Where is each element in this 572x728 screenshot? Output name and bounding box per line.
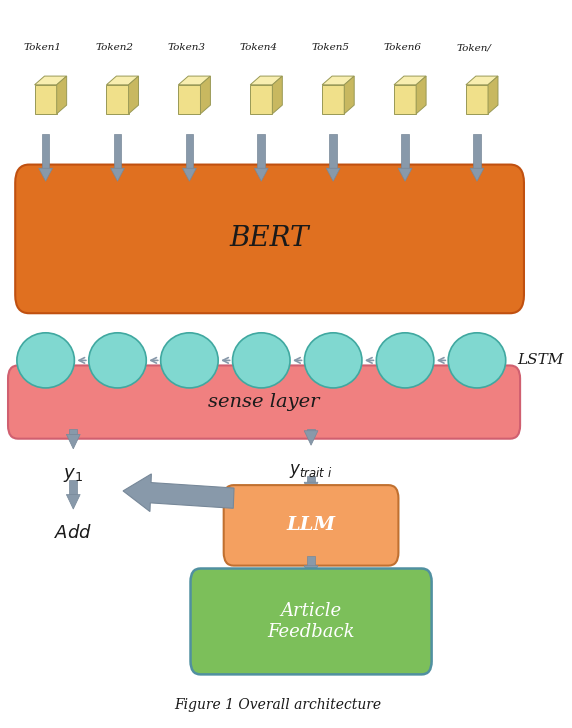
Polygon shape xyxy=(42,134,49,168)
Ellipse shape xyxy=(304,333,362,388)
Text: LSTM: LSTM xyxy=(517,353,563,368)
Text: $Add$: $Add$ xyxy=(54,523,92,542)
Polygon shape xyxy=(106,84,129,114)
Text: $y_1$: $y_1$ xyxy=(63,465,84,483)
Polygon shape xyxy=(185,134,193,168)
Polygon shape xyxy=(344,76,354,114)
Ellipse shape xyxy=(161,333,218,388)
Polygon shape xyxy=(129,76,138,114)
Text: Token/: Token/ xyxy=(457,43,492,52)
Polygon shape xyxy=(329,134,337,168)
Polygon shape xyxy=(34,76,67,84)
Text: Token5: Token5 xyxy=(311,43,349,52)
Polygon shape xyxy=(322,84,344,114)
Polygon shape xyxy=(178,76,210,84)
Text: BERT: BERT xyxy=(230,226,309,253)
FancyBboxPatch shape xyxy=(224,485,399,566)
Polygon shape xyxy=(304,431,318,446)
Polygon shape xyxy=(394,76,426,84)
Text: LLM: LLM xyxy=(287,516,336,534)
Text: sense layer: sense layer xyxy=(208,393,320,411)
FancyBboxPatch shape xyxy=(190,569,432,674)
Ellipse shape xyxy=(233,333,290,388)
Text: Token6: Token6 xyxy=(383,43,422,52)
Polygon shape xyxy=(470,168,484,181)
Polygon shape xyxy=(39,168,53,181)
Polygon shape xyxy=(416,76,426,114)
Text: Article
Feedback: Article Feedback xyxy=(267,602,355,641)
Polygon shape xyxy=(402,134,409,168)
Polygon shape xyxy=(250,84,272,114)
Polygon shape xyxy=(255,168,268,181)
Polygon shape xyxy=(326,168,340,181)
Polygon shape xyxy=(466,76,498,84)
Polygon shape xyxy=(394,84,416,114)
Polygon shape xyxy=(200,76,210,114)
FancyBboxPatch shape xyxy=(15,165,524,313)
Polygon shape xyxy=(110,168,125,181)
Polygon shape xyxy=(307,556,315,566)
Polygon shape xyxy=(250,76,283,84)
Polygon shape xyxy=(488,76,498,114)
Polygon shape xyxy=(257,134,265,168)
Polygon shape xyxy=(57,76,67,114)
Polygon shape xyxy=(307,476,315,482)
Polygon shape xyxy=(307,430,315,431)
Polygon shape xyxy=(66,494,80,509)
Polygon shape xyxy=(69,480,77,494)
FancyArrow shape xyxy=(123,474,234,512)
Polygon shape xyxy=(322,76,354,84)
Polygon shape xyxy=(114,134,121,168)
Polygon shape xyxy=(178,84,200,114)
Text: Token1: Token1 xyxy=(24,43,62,52)
Polygon shape xyxy=(272,76,283,114)
Ellipse shape xyxy=(89,333,146,388)
Polygon shape xyxy=(304,566,318,580)
Polygon shape xyxy=(398,168,412,181)
Polygon shape xyxy=(466,84,488,114)
Ellipse shape xyxy=(448,333,506,388)
Text: Token3: Token3 xyxy=(168,43,206,52)
Text: Token4: Token4 xyxy=(240,43,277,52)
Polygon shape xyxy=(182,168,196,181)
Polygon shape xyxy=(473,134,480,168)
Polygon shape xyxy=(66,435,80,449)
Polygon shape xyxy=(106,76,138,84)
Text: Token2: Token2 xyxy=(96,43,134,52)
Ellipse shape xyxy=(17,333,74,388)
Polygon shape xyxy=(69,430,77,435)
Text: Figure 1 Overall architecture: Figure 1 Overall architecture xyxy=(174,698,382,712)
Polygon shape xyxy=(34,84,57,114)
FancyBboxPatch shape xyxy=(8,365,520,439)
Ellipse shape xyxy=(376,333,434,388)
Text: $y_{trait\ i}$: $y_{trait\ i}$ xyxy=(289,462,333,480)
Polygon shape xyxy=(304,482,318,496)
